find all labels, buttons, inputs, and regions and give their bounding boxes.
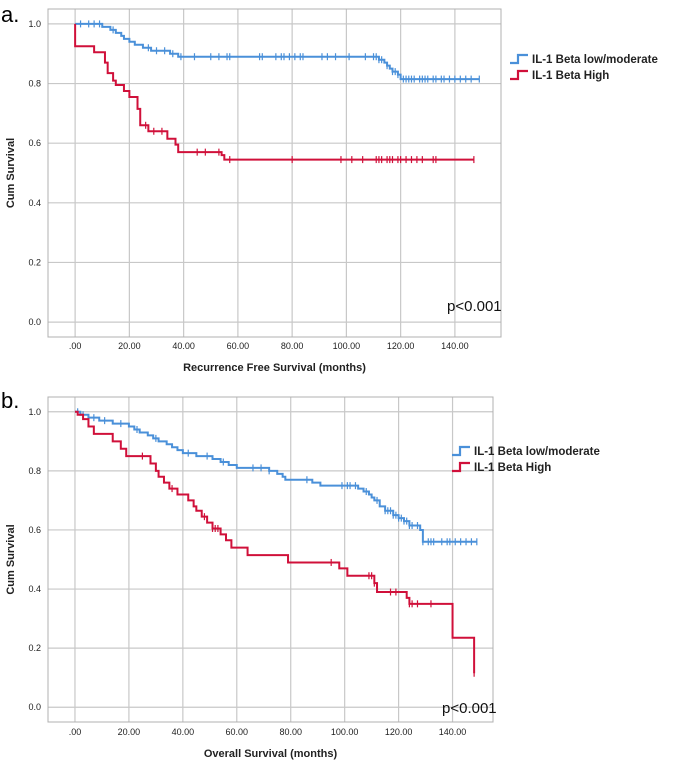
legend-swatch — [452, 445, 470, 457]
y-axis-title: Cum Survival — [5, 524, 17, 594]
y-tick-label: 0.6 — [28, 138, 41, 148]
plot-frame — [47, 8, 502, 338]
y-tick-label: 0.4 — [28, 584, 41, 594]
legend-label: IL-1 Beta low/moderate — [532, 54, 658, 66]
p-value-annotation: p<0.001 — [447, 298, 502, 315]
x-tick-label: .00 — [69, 727, 82, 737]
x-tick-label: 140.00 — [441, 341, 469, 351]
y-tick-label: 1.0 — [28, 19, 41, 29]
panel-label: a. — [1, 2, 19, 27]
legend-label: IL-1 Beta High — [532, 70, 609, 82]
y-tick-label: 0.2 — [28, 257, 41, 267]
x-tick-label: 60.00 — [227, 341, 250, 351]
x-tick-label: 20.00 — [118, 727, 141, 737]
y-tick-label: 0.0 — [28, 702, 41, 712]
x-tick-label: 140.00 — [439, 727, 467, 737]
x-tick-label: 20.00 — [118, 341, 141, 351]
x-tick-label: .00 — [69, 341, 82, 351]
panel-label: b. — [1, 388, 19, 413]
y-tick-label: 0.8 — [28, 466, 41, 476]
y-tick-label: 0.4 — [28, 198, 41, 208]
x-axis-title: Recurrence Free Survival (months) — [183, 362, 366, 374]
chart-panel-b: b. 0.0 0.2 0.4 0.6 0.8 1.0 .00 20.00 40.00 60.00 80… — [1, 388, 600, 760]
x-tick-label: 80.00 — [281, 341, 304, 351]
x-axis-title: Overall Survival (months) — [204, 748, 338, 760]
x-tick-label: 60.00 — [226, 727, 249, 737]
series-line-low-moderate — [74, 410, 477, 543]
x-tick-label: 100.00 — [333, 341, 361, 351]
y-axis-title: Cum Survival — [5, 138, 17, 208]
plot-frame — [47, 396, 494, 723]
x-tick-label: 120.00 — [385, 727, 413, 737]
x-tick-label: 80.00 — [279, 727, 302, 737]
x-tick-label: 40.00 — [172, 341, 195, 351]
chart-panel-a: a. 0.0 0.2 0.4 0.6 0.8 1.0 .00 20.00 40.00 60.00 80… — [1, 2, 658, 374]
legend-swatch — [510, 69, 528, 81]
legend-label: IL-1 Beta low/moderate — [474, 446, 600, 458]
legend-label: IL-1 Beta High — [474, 462, 551, 474]
y-tick-label: 1.0 — [28, 407, 41, 417]
y-tick-label: 0.2 — [28, 643, 41, 653]
x-tick-label: 40.00 — [172, 727, 195, 737]
legend-swatch — [452, 461, 470, 473]
x-tick-label: 120.00 — [387, 341, 415, 351]
y-tick-label: 0.8 — [28, 79, 41, 89]
x-tick-label: 100.00 — [331, 727, 359, 737]
y-tick-label: 0.0 — [28, 317, 41, 327]
series-line-high — [74, 410, 476, 674]
series-line-low-moderate — [75, 22, 480, 81]
legend-swatch — [510, 53, 528, 65]
y-tick-label: 0.6 — [28, 525, 41, 535]
p-value-annotation: p<0.001 — [442, 700, 497, 717]
